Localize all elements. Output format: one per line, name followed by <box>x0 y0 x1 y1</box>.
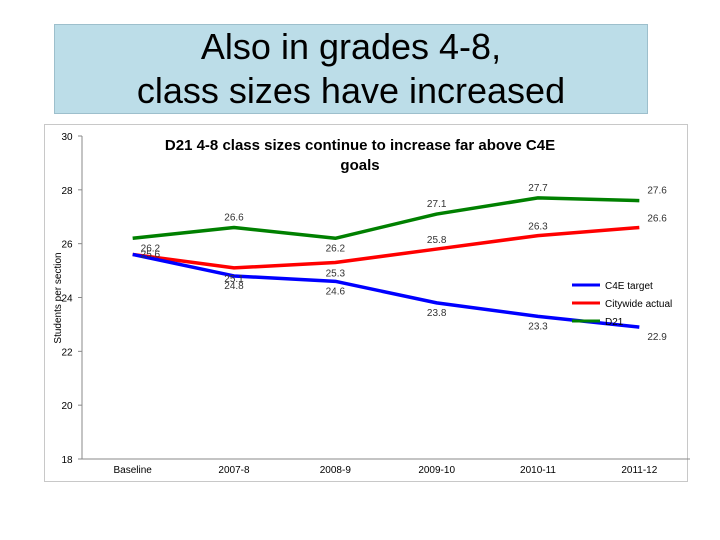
x-tick-label: Baseline <box>113 465 152 476</box>
series-line-c4e-target <box>132 252 640 329</box>
data-label-citywide-actual: 26.6 <box>647 214 667 225</box>
legend: C4E target Citywide actual D21 <box>572 281 672 328</box>
series-line-citywide-actual <box>132 225 640 270</box>
slide-title-line-1: Also in grades 4-8, <box>200 26 502 67</box>
data-label-c4e-target: 23.3 <box>528 321 548 332</box>
data-label-c4e-target: 24.6 <box>326 286 346 297</box>
data-label-citywide-actual: 25.1 <box>224 274 244 285</box>
x-tick-label: 2009-10 <box>418 465 455 476</box>
data-label-citywide-actual: 26.3 <box>528 222 548 233</box>
data-label-c4e-target: 22.9 <box>647 332 667 343</box>
chart-title-line-1: D21 4-8 class sizes continue to increase… <box>165 137 555 154</box>
x-tick-label: 2010-11 <box>520 465 556 476</box>
y-tick-label: 18 <box>61 455 73 466</box>
chart-title-line-2: goals <box>340 157 379 174</box>
series-layer <box>132 196 640 329</box>
data-label-citywide-actual: 25.3 <box>326 269 346 280</box>
x-tick-label: 2008-9 <box>320 465 352 476</box>
data-label-citywide-actual: 25.8 <box>427 235 447 246</box>
data-labels-layer: 25.6 24.8 24.6 23.8 23.3 22.9 25.1 25.3 25.8 26.3… <box>141 183 668 343</box>
legend-label-c4e-target: C4E target <box>605 281 653 292</box>
y-tick-label: 22 <box>61 347 73 358</box>
slide-title-line-2: class sizes have increased <box>136 70 566 111</box>
data-label-d21: 26.2 <box>141 243 161 254</box>
y-axis-label: Students per section <box>53 252 64 343</box>
y-tick-label: 28 <box>61 186 73 197</box>
y-tick-label: 26 <box>61 240 73 251</box>
series-line-d21 <box>132 196 640 241</box>
data-label-d21: 27.6 <box>647 186 667 197</box>
data-label-d21: 27.1 <box>427 199 447 210</box>
legend-label-citywide-actual: Citywide actual <box>605 299 672 310</box>
y-tick-label: 30 <box>61 132 73 143</box>
legend-label-d21: D21 <box>605 317 624 328</box>
x-tick-label: 2011-12 <box>621 465 657 476</box>
y-tick-label: 20 <box>61 401 73 412</box>
data-label-d21: 26.6 <box>224 213 244 224</box>
y-tick-label: 24 <box>61 294 73 305</box>
data-label-d21: 26.2 <box>326 243 346 254</box>
data-label-c4e-target: 23.8 <box>427 308 447 319</box>
data-label-c4e-target: 25.6 <box>141 249 161 260</box>
chart-axes: 18 20 22 24 26 28 30 Baseline 2007-8 2008-9 2009-1… <box>61 132 690 476</box>
data-label-c4e-target: 24.8 <box>224 281 244 292</box>
x-tick-label: 2007-8 <box>218 465 250 476</box>
data-label-d21: 27.7 <box>528 183 548 194</box>
slide-title-box: Also in grades 4-8, class sizes have inc… <box>54 24 648 114</box>
